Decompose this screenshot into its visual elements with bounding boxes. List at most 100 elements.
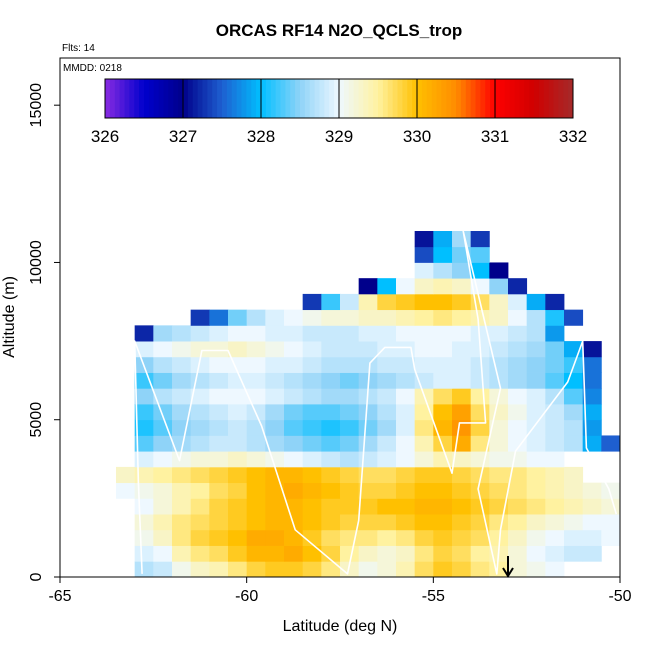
colorbar-segment (314, 79, 321, 118)
heatmap-cell (508, 404, 528, 421)
heatmap-cell (228, 325, 248, 342)
colorbar-segment (387, 79, 394, 118)
heatmap-cell (489, 419, 509, 436)
heatmap-cell (377, 341, 397, 358)
heatmap-cell (545, 451, 565, 468)
heatmap-cell (433, 419, 453, 436)
heatmap-cell (489, 404, 509, 421)
heatmap-cell (321, 498, 341, 515)
heatmap-cell (564, 388, 584, 405)
heatmap-cell (414, 435, 434, 452)
heatmap-cell (582, 356, 602, 373)
colorbar-segment (378, 79, 384, 118)
heatmap-cell (265, 545, 285, 562)
heatmap-cell (452, 561, 472, 577)
colorbar-segment (519, 79, 525, 118)
heatmap-cell (377, 309, 397, 326)
heatmap-cell (582, 372, 602, 389)
colorbar-segment (402, 79, 408, 118)
chart-title: ORCAS RF14 N2O_QCLS_trop (216, 21, 463, 40)
heatmap-cell (396, 498, 416, 515)
colorbar-segment (197, 79, 204, 118)
heatmap-cell (470, 435, 490, 452)
heatmap-cell (433, 466, 453, 484)
colorbar-segment (534, 79, 540, 118)
heatmap-cell (377, 419, 397, 436)
heatmap-cell (545, 404, 565, 421)
colorbar-segment (202, 79, 208, 118)
heatmap-cells (116, 231, 620, 577)
heatmap-cell (358, 498, 378, 515)
heatmap-cell (508, 435, 528, 452)
heatmap-cell (246, 466, 266, 484)
heatmap-cell (190, 498, 210, 515)
heatmap-cell (209, 498, 229, 515)
colorbar-segment (163, 79, 169, 118)
colorbar-segment (192, 79, 199, 118)
colorbar-segment (353, 79, 360, 118)
heatmap-cell (321, 435, 341, 452)
heatmap-cell (452, 231, 472, 248)
heatmap-cell (377, 404, 397, 421)
colorbar-segment (280, 79, 286, 118)
heatmap-cell (340, 545, 360, 562)
heatmap-cell (153, 482, 173, 499)
heatmap-cell (340, 435, 360, 452)
heatmap-cell (209, 482, 229, 499)
flight-track-layer (133, 230, 618, 575)
heatmap-cell (228, 404, 248, 421)
heatmap-cell (228, 419, 248, 436)
heatmap-cell (508, 482, 528, 499)
heatmap-cell (321, 466, 341, 484)
heatmap-cell (358, 482, 378, 499)
heatmap-cell (134, 372, 154, 389)
colorbar-segment (412, 79, 418, 118)
heatmap-cell (564, 482, 584, 499)
heatmap-cell (526, 545, 546, 562)
colorbar-segment (451, 79, 457, 118)
heatmap-cell (545, 482, 565, 499)
heatmap-cell (340, 514, 360, 531)
colorbar-segment (270, 79, 277, 118)
colorbar-segment (426, 79, 433, 118)
heatmap-cell (246, 514, 266, 531)
heatmap-cell (396, 325, 416, 342)
heatmap-cell (414, 529, 434, 546)
heatmap-cell (134, 561, 154, 577)
heatmap-cell (134, 388, 154, 405)
colorbar-segment (568, 79, 574, 118)
heatmap-cell (284, 372, 304, 389)
heatmap-cell (190, 388, 210, 405)
x-tick-label: -55 (422, 588, 445, 605)
heatmap-cell (228, 451, 248, 468)
heatmap-cell (396, 404, 416, 421)
colorbar-segment (553, 79, 559, 118)
colorbar-segment (339, 79, 345, 118)
heatmap-cell (134, 498, 154, 515)
heatmap-cell (601, 482, 620, 499)
heatmap-cell (377, 482, 397, 499)
heatmap-cell (209, 529, 229, 546)
heatmap-cell (452, 356, 472, 373)
heatmap-cell (358, 419, 378, 436)
y-tick-label: 0 (28, 572, 45, 581)
colorbar-segment (290, 79, 296, 118)
heatmap-cell (302, 388, 322, 405)
heatmap-cell (321, 561, 341, 577)
heatmap-cell (377, 498, 397, 515)
x-axis-label: Latitude (deg N) (283, 618, 398, 635)
heatmap-cell (526, 451, 546, 468)
heatmap-cell (190, 419, 210, 436)
heatmap-cell (564, 419, 584, 436)
heatmap-cell (228, 388, 248, 405)
heatmap-cell (433, 388, 453, 405)
heatmap-cell (265, 435, 285, 452)
heatmap-cell (470, 325, 490, 342)
colorbar-segment (124, 79, 130, 118)
heatmap-cell (302, 529, 322, 546)
heatmap-cell (396, 388, 416, 405)
heatmap-cell (414, 561, 434, 577)
heatmap-cell (433, 435, 453, 452)
heatmap-cell (228, 341, 248, 358)
heatmap-cell (228, 498, 248, 515)
